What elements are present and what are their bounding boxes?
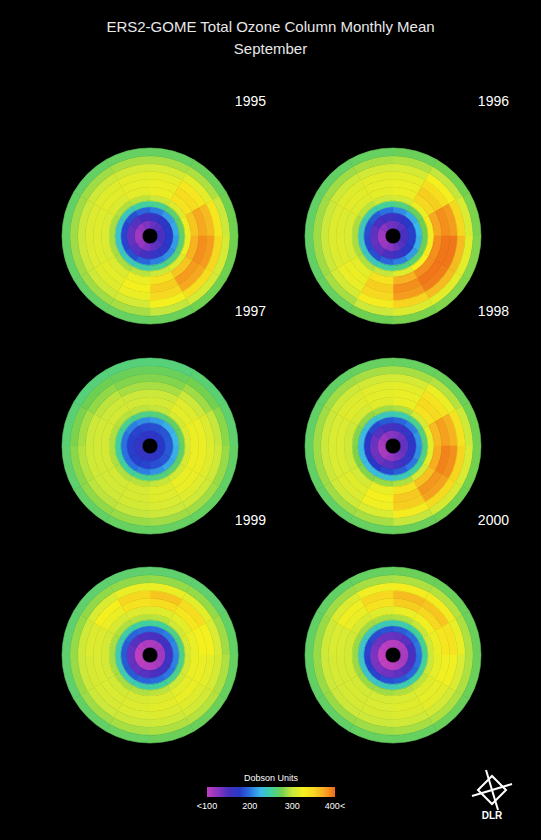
svg-text:1996: 1996 [478, 93, 509, 109]
svg-text:300: 300 [285, 801, 300, 811]
svg-text:DLR: DLR [482, 810, 503, 821]
svg-text:September: September [234, 40, 307, 57]
svg-text:ERS2-GOME Total Ozone Column M: ERS2-GOME Total Ozone Column Monthly Mea… [106, 18, 434, 35]
svg-text:1997: 1997 [235, 303, 266, 319]
svg-text:1998: 1998 [478, 303, 509, 319]
svg-text:200: 200 [242, 801, 257, 811]
svg-text:<100: <100 [197, 801, 217, 811]
svg-text:400<: 400< [325, 801, 345, 811]
svg-text:2000: 2000 [478, 512, 509, 528]
svg-text:Dobson Units: Dobson Units [244, 773, 299, 783]
svg-text:1999: 1999 [235, 512, 266, 528]
svg-text:1995: 1995 [235, 93, 266, 109]
